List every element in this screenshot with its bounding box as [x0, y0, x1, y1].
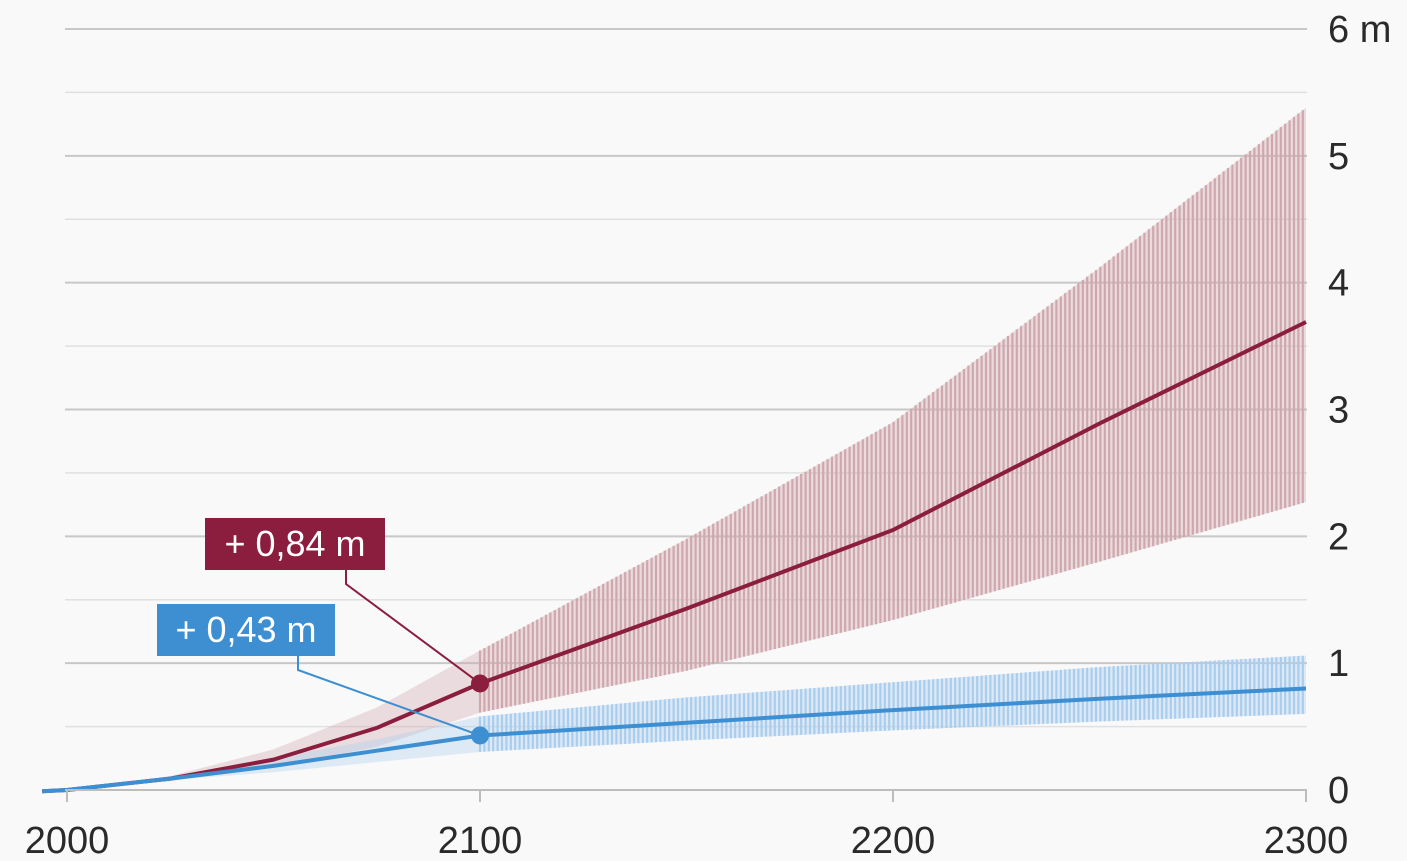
x-tick-label: 2100 [438, 820, 523, 861]
band-hatching [478, 655, 1304, 752]
y-tick-label: 5 [1328, 136, 1349, 178]
callout-label: + 0,43 m [175, 609, 316, 650]
callout: + 0,84 m [205, 518, 489, 693]
y-tick-label: 0 [1328, 770, 1349, 812]
y-tick-label: 6 m [1328, 9, 1391, 51]
series-lines [42, 320, 1307, 794]
y-tick-label: 2 [1328, 516, 1349, 558]
x-tick-label: 2200 [851, 820, 936, 861]
callout-marker [471, 674, 489, 693]
y-tick-label: 1 [1328, 643, 1349, 685]
callout-label: + 0,84 m [224, 523, 365, 564]
y-tick-label: 3 [1328, 390, 1349, 432]
callout-box [205, 518, 385, 570]
callout-connector [297, 656, 481, 737]
x-tick-label: 2300 [1264, 820, 1349, 861]
series-line [42, 686, 1307, 794]
axes: 0 1 2 3 4 5 6 m 2000 2100 2200 2300 [25, 9, 1392, 861]
y-tick-label: 4 [1328, 263, 1349, 305]
callouts: + 0,84 m + 0,43 m [157, 518, 489, 745]
callout-marker [471, 726, 489, 745]
x-tick-label: 2000 [25, 820, 110, 861]
uncertainty-bands [42, 107, 1307, 792]
band-hatching [478, 110, 1304, 713]
callout-box [157, 604, 335, 656]
callout: + 0,43 m [157, 604, 489, 745]
callout-connector [345, 570, 481, 685]
